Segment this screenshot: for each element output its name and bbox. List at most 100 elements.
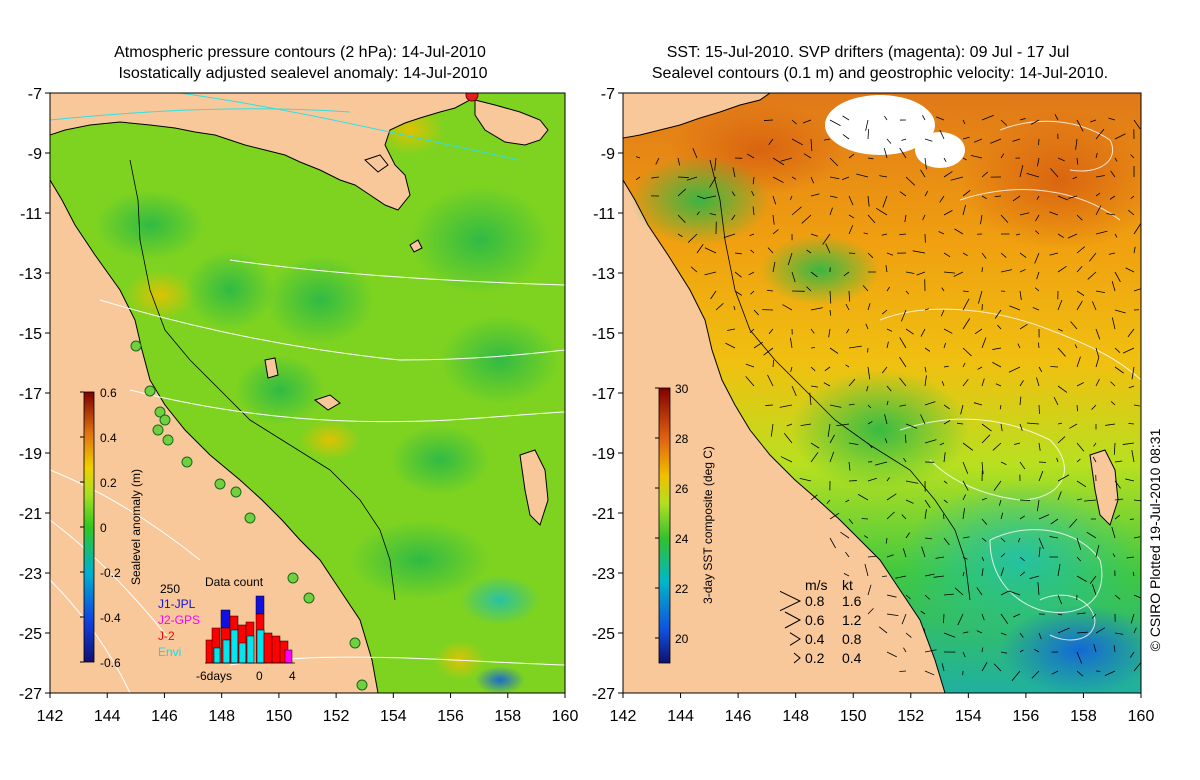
velocity-arrow — [981, 662, 988, 672]
velocity-arrow — [905, 176, 916, 186]
colorbar-tick-label: -0.6 — [100, 656, 121, 670]
velocity-arrow — [731, 214, 736, 221]
velocity-arrow — [867, 555, 877, 558]
velocity-arrow — [1029, 575, 1040, 580]
velocity-arrow — [1110, 401, 1116, 406]
velocity-arrow — [865, 119, 869, 131]
velocity-arrow — [905, 632, 912, 638]
velocity-arrow — [992, 361, 1002, 368]
velocity-arrow — [1000, 613, 1009, 624]
velocity-arrow — [1114, 271, 1121, 282]
velocity-legend-header-ms: m/s — [805, 577, 828, 593]
velocity-arrow — [848, 195, 854, 206]
velocity-arrow — [800, 423, 812, 426]
velocity-arrow — [1095, 205, 1102, 216]
right-lat-label: -25 — [592, 626, 615, 643]
sst-blob — [960, 110, 1141, 250]
right-title-line2: Sealevel contours (0.1 m) and geostrophi… — [652, 65, 1108, 82]
data-count-legend-item: Envi — [158, 645, 181, 659]
velocity-arrow — [715, 303, 724, 311]
velocity-arrow — [962, 461, 969, 474]
velocity-legend-arrow — [779, 590, 802, 612]
velocity-arrow — [848, 403, 855, 406]
velocity-arrow — [810, 176, 814, 184]
velocity-arrow — [829, 347, 839, 354]
sst-colorbar: 30 28 26 24 22 20 3-day SST composite (deg C) — [655, 382, 715, 664]
velocity-arrow — [829, 195, 838, 199]
velocity-arrow — [943, 365, 949, 368]
velocity-arrow — [845, 551, 850, 558]
velocity-arrow — [992, 347, 1002, 350]
velocity-arrow — [962, 571, 965, 577]
velocity-arrow — [905, 328, 914, 335]
velocity-arrow — [1131, 366, 1135, 380]
velocity-arrow — [753, 341, 763, 349]
velocity-arrow — [1122, 442, 1135, 445]
velocity-arrow — [960, 404, 964, 415]
velocity-arrow — [876, 207, 888, 216]
velocity-arrow — [904, 214, 907, 223]
velocity-arrow — [886, 554, 894, 558]
anomaly-blob — [460, 575, 540, 625]
velocity-arrow — [696, 211, 700, 216]
velocity-arrow — [824, 366, 831, 372]
velocity-arrow — [943, 632, 956, 638]
velocity-arrow — [1076, 612, 1086, 615]
velocity-arrow — [941, 381, 945, 387]
velocity-arrow — [943, 593, 954, 596]
sealevel-contour — [999, 120, 1113, 172]
velocity-arrow — [899, 233, 907, 236]
velocity-arrow — [962, 318, 971, 330]
velocity-arrow — [962, 204, 966, 216]
velocity-arrow — [962, 480, 969, 491]
velocity-arrow — [886, 651, 897, 658]
velocity-arrow — [924, 190, 929, 197]
velocity-arrow — [920, 414, 926, 425]
velocity-arrow — [703, 195, 717, 200]
velocity-arrow — [1127, 328, 1135, 338]
left-lon-label: 144 — [94, 708, 121, 725]
velocity-arrow — [1133, 222, 1141, 235]
velocity-arrow — [1038, 537, 1044, 549]
velocity-arrow — [1109, 195, 1116, 200]
velocity-arrow — [829, 119, 841, 126]
velocity-arrow — [709, 213, 717, 216]
velocity-arrow — [1113, 645, 1116, 653]
left-lon-label: 152 — [323, 708, 350, 725]
velocity-arrow — [962, 298, 970, 311]
velocity-arrow — [1011, 670, 1021, 682]
velocity-arrow — [846, 328, 850, 334]
velocity-arrow — [912, 250, 926, 254]
island — [1089, 449, 1119, 526]
velocity-arrow — [1076, 290, 1085, 296]
velocity-arrow — [981, 497, 988, 501]
colorbar-tick-label: 0.6 — [100, 386, 117, 400]
right-lon-ticks: 142 144 146 148 150 152 154 156 158 160 — [610, 693, 1154, 725]
velocity-arrow — [829, 290, 832, 304]
velocity-arrow — [867, 608, 874, 615]
velocity-arrow — [895, 575, 907, 579]
velocity-arrow — [995, 383, 1002, 387]
anomaly-blob — [475, 666, 525, 693]
satellite-track — [179, 93, 521, 161]
tide-gauge-markers — [130, 93, 479, 691]
velocity-arrow — [1038, 138, 1040, 146]
velocity-arrow — [962, 379, 969, 387]
velocity-legend-ms: 0.4 — [805, 631, 825, 647]
velocity-arrow — [686, 176, 698, 181]
left-title-line2: Isostatically adjusted sealevel anomaly:… — [118, 65, 487, 82]
velocity-arrow — [1054, 114, 1059, 121]
velocity-arrow — [962, 651, 966, 658]
velocity-arrow — [772, 195, 777, 205]
velocity-arrow — [924, 375, 927, 387]
velocity-arrow — [962, 190, 971, 197]
velocity-arrow — [905, 480, 919, 484]
velocity-arrow — [749, 233, 755, 237]
velocity-arrow — [939, 195, 945, 203]
data-count-max: 250 — [160, 582, 180, 596]
velocity-arrow — [829, 176, 840, 180]
velocity-arrow — [998, 499, 1002, 506]
cloud-gap — [915, 132, 965, 168]
velocity-arrow — [1095, 378, 1100, 387]
